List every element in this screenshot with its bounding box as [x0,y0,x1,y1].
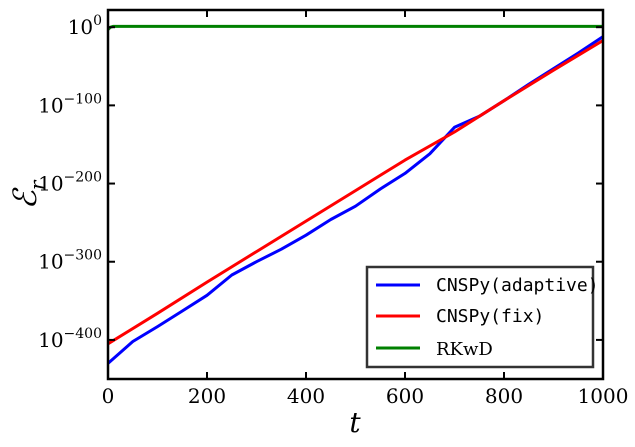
y-axis-label: ℰr [6,179,49,209]
x-tick-label: 600 [386,384,424,408]
svg-text:ℰr: ℰr [6,179,49,209]
y-axis-label-sub: r [25,179,49,190]
y-tick-label-base: 10 [38,172,63,196]
x-tick-label: 800 [485,384,523,408]
legend-label-fix: CNSPy(fix) [436,306,544,327]
y-tick-label: 100 [68,13,102,39]
y-tick-label-exponent: −400 [64,326,102,342]
x-tick-label: 0 [102,384,115,408]
y-tick-label-base: 10 [38,250,63,274]
y-tick-label-base: 10 [68,15,93,39]
y-tick-label-base: 10 [38,93,63,117]
y-axis-label-main: ℰ [6,186,44,209]
y-tick-label-exponent: −200 [64,170,102,186]
legend-label-adaptive: CNSPy(adaptive) [436,275,599,296]
legend: CNSPy(adaptive) CNSPy(fix) RKwD [365,265,599,369]
y-tick-label-exponent: −100 [64,91,102,107]
y-tick-label-exponent: 0 [93,13,102,29]
x-tick-label: 400 [287,384,325,408]
x-tick-label: 200 [188,384,226,408]
y-tick-label: 10−100 [38,91,102,117]
y-tick-label: 10−400 [38,326,102,352]
y-tick-label: 10−300 [38,248,102,274]
series-line-rkwd [106,24,603,31]
x-tick-label: 1000 [578,384,629,408]
y-tick-label-base: 10 [38,328,63,352]
legend-label-rkwd: RKwD [436,339,493,360]
ticks-layer: 0 200 400 600 800 100010010−10010−20010−30010… [38,10,628,408]
x-axis-label: t [349,406,361,439]
y-tick-label-exponent: −300 [64,248,102,264]
series-line-fix [107,39,604,346]
plot-frame [106,8,605,381]
y-tick-label: 10−200 [38,170,102,196]
